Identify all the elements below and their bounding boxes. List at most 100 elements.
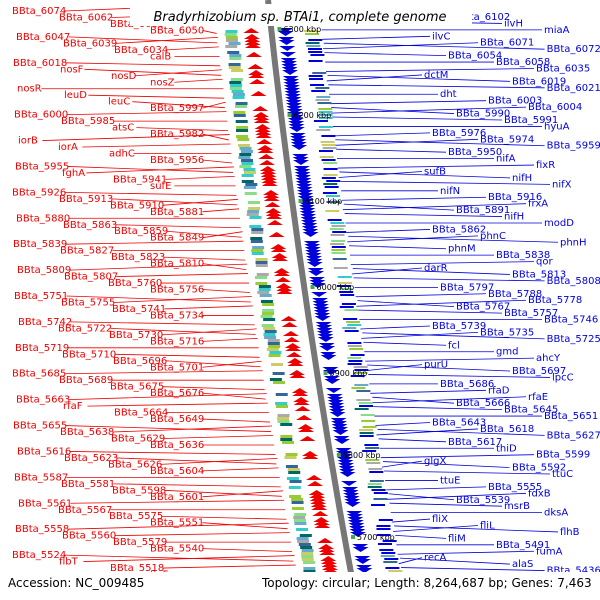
gene-label: ttuC: [552, 469, 573, 480]
left-connector: [66, 111, 227, 116]
forward-gene-arrow: [273, 268, 290, 273]
feature-block: [249, 225, 262, 228]
feature-block: [288, 486, 301, 489]
gene-label: BBta_5645: [504, 405, 558, 416]
gene-label: BBta_5581: [61, 479, 115, 490]
reverse-gene-arrow: [313, 307, 330, 312]
gene-label: flbT: [59, 557, 79, 568]
left-connector: [202, 263, 247, 271]
gene-label: sufB: [424, 166, 446, 177]
forward-gene-arrow: [313, 520, 330, 525]
feature-block: [347, 357, 362, 359]
gene-label: BBta_5599: [536, 450, 590, 461]
reverse-gene-arrow: [349, 529, 366, 534]
feature-block: [291, 498, 304, 501]
feature-block: [264, 330, 277, 333]
feature-block: [230, 84, 243, 87]
reverse-gene-arrow: [284, 91, 301, 96]
feature-block: [246, 213, 259, 216]
feature-tracks: [224, 28, 403, 573]
reverse-gene-arrow: [312, 301, 329, 306]
gene-label: ilvC: [432, 31, 450, 42]
left-connector: [136, 127, 229, 131]
gene-label: phnC: [480, 231, 506, 242]
feature-block: [275, 402, 288, 405]
reverse-gene-arrow: [298, 202, 315, 207]
reverse-gene-arrow: [337, 457, 354, 462]
right-connector: [348, 235, 559, 243]
forward-gene-arrow: [261, 181, 278, 186]
forward-gene-arrow: [293, 400, 310, 405]
left-connector: [165, 176, 235, 180]
feature-block: [251, 228, 264, 231]
reverse-gene-arrow: [326, 394, 343, 399]
feature-block: [323, 162, 338, 164]
forward-gene-arrow: [321, 565, 338, 570]
left-connector: [161, 328, 257, 336]
feature-block: [377, 543, 392, 545]
feature-block: [339, 306, 354, 308]
left-connector-lines: [41, 4, 297, 575]
left-connector: [65, 240, 244, 245]
feature-block: [239, 153, 252, 156]
forward-gene-arrow: [259, 160, 276, 165]
forward-gene-arrow: [306, 475, 323, 480]
feature-block: [367, 486, 382, 488]
feature-block: [291, 507, 304, 510]
feature-block: [332, 258, 347, 260]
forward-gene-arrow: [281, 322, 298, 327]
right-connector: [335, 139, 545, 147]
reverse-gene-arrow: [284, 94, 301, 99]
reverse-gene-arrow: [306, 259, 323, 264]
gene-label: BBta_6004: [528, 102, 582, 113]
reverse-gene-arrow: [346, 511, 363, 516]
right-connector: [387, 492, 527, 500]
reverse-gene-arrow: [312, 304, 329, 309]
feature-block: [342, 327, 357, 329]
gene-label: BBta_5697: [512, 366, 566, 377]
reverse-gene-arrow: [285, 103, 302, 108]
feature-block: [354, 369, 369, 371]
gene-label: phnM: [448, 244, 476, 255]
reverse-gene-arrow: [332, 427, 349, 432]
feature-block: [243, 168, 256, 171]
right-connector: [334, 138, 479, 146]
feature-block: [388, 570, 403, 572]
feature-block: [289, 480, 302, 483]
footer-background: [0, 572, 600, 600]
reverse-gene-arrow: [286, 109, 303, 114]
feature-block: [303, 30, 318, 32]
reverse-gene-arrow: [305, 253, 322, 258]
gene-label: BBta_6034: [114, 45, 168, 56]
gene-label: BBta_5730: [109, 330, 163, 341]
reverse-gene-arrow: [283, 79, 300, 84]
reverse-gene-arrow: [297, 193, 314, 198]
reverse-gene-arrow: [282, 70, 299, 75]
gene-label: nifH: [512, 173, 532, 184]
forward-gene-arrow: [287, 358, 304, 363]
feature-block: [373, 492, 388, 494]
left-connector: [83, 555, 295, 562]
feature-block: [369, 471, 384, 473]
left-connector: [67, 522, 289, 530]
gene-label: rfaE: [528, 392, 548, 403]
reverse-gene-arrow: [307, 268, 324, 273]
left-connector: [114, 532, 290, 537]
right-connector: [342, 203, 527, 211]
feature-block: [259, 294, 272, 297]
kbp-tick: [287, 113, 292, 117]
reverse-gene-arrow: [344, 502, 361, 507]
gene-label: BBta_6054: [448, 51, 502, 62]
gene-label: atsC: [112, 123, 134, 134]
reverse-gene-arrow: [295, 181, 312, 186]
forward-gene-arrow: [262, 190, 279, 195]
feature-block: [321, 135, 336, 137]
feature-block: [315, 87, 330, 89]
gene-label: BBta_5751: [14, 291, 68, 302]
feature-block: [254, 276, 267, 279]
feature-block: [293, 516, 306, 519]
reverse-gene-arrow: [278, 37, 295, 42]
right-connector: [340, 180, 551, 185]
kbp-label: 6100 kbp: [305, 197, 343, 206]
feature-block: [288, 471, 301, 474]
